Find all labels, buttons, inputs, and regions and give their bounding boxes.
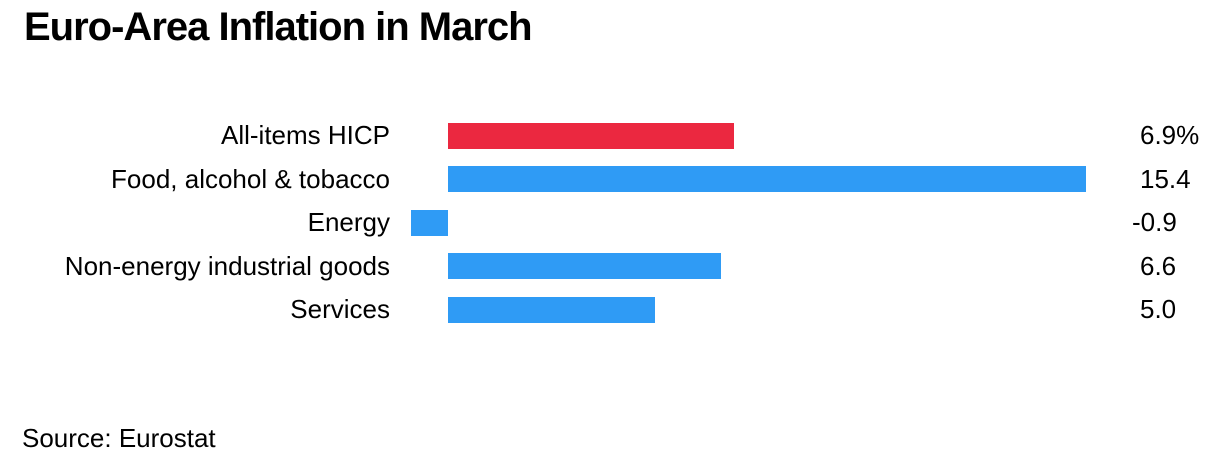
category-label: Food, alcohol & tobacco <box>111 163 390 194</box>
category-label: All-items HICP <box>220 120 390 150</box>
bar <box>448 296 655 323</box>
chart-row: Non-energy industrial goods 6.6 <box>0 245 1222 289</box>
value-label: 6.9% <box>1140 120 1200 150</box>
value-label: 5.0 <box>1140 294 1177 324</box>
category-label: Services <box>290 294 390 324</box>
chart-row: All-items HICP 6.9% <box>0 114 1222 158</box>
source-note: Source: Eurostat <box>22 423 216 453</box>
value-label: 15.4 <box>1140 163 1191 194</box>
value-label: 6.6 <box>1140 250 1177 281</box>
chart-row: Energy -0.9 <box>0 201 1222 245</box>
bar <box>410 209 448 236</box>
value-label: -0.9 <box>1132 207 1177 237</box>
chart-row: Services 5.0 <box>0 288 1222 332</box>
bar <box>448 253 722 280</box>
bar <box>448 122 734 149</box>
chart-row: Food, alcohol & tobacco 15.4 <box>0 158 1222 202</box>
bar-chart: All-items HICP 6.9% Food, alcohol & tobacc… <box>0 114 1222 332</box>
category-label: Energy <box>307 207 390 237</box>
chart-title: Euro-Area Inflation in March <box>24 5 533 49</box>
bar <box>448 166 1086 193</box>
category-label: Non-energy industrial goods <box>64 250 390 281</box>
